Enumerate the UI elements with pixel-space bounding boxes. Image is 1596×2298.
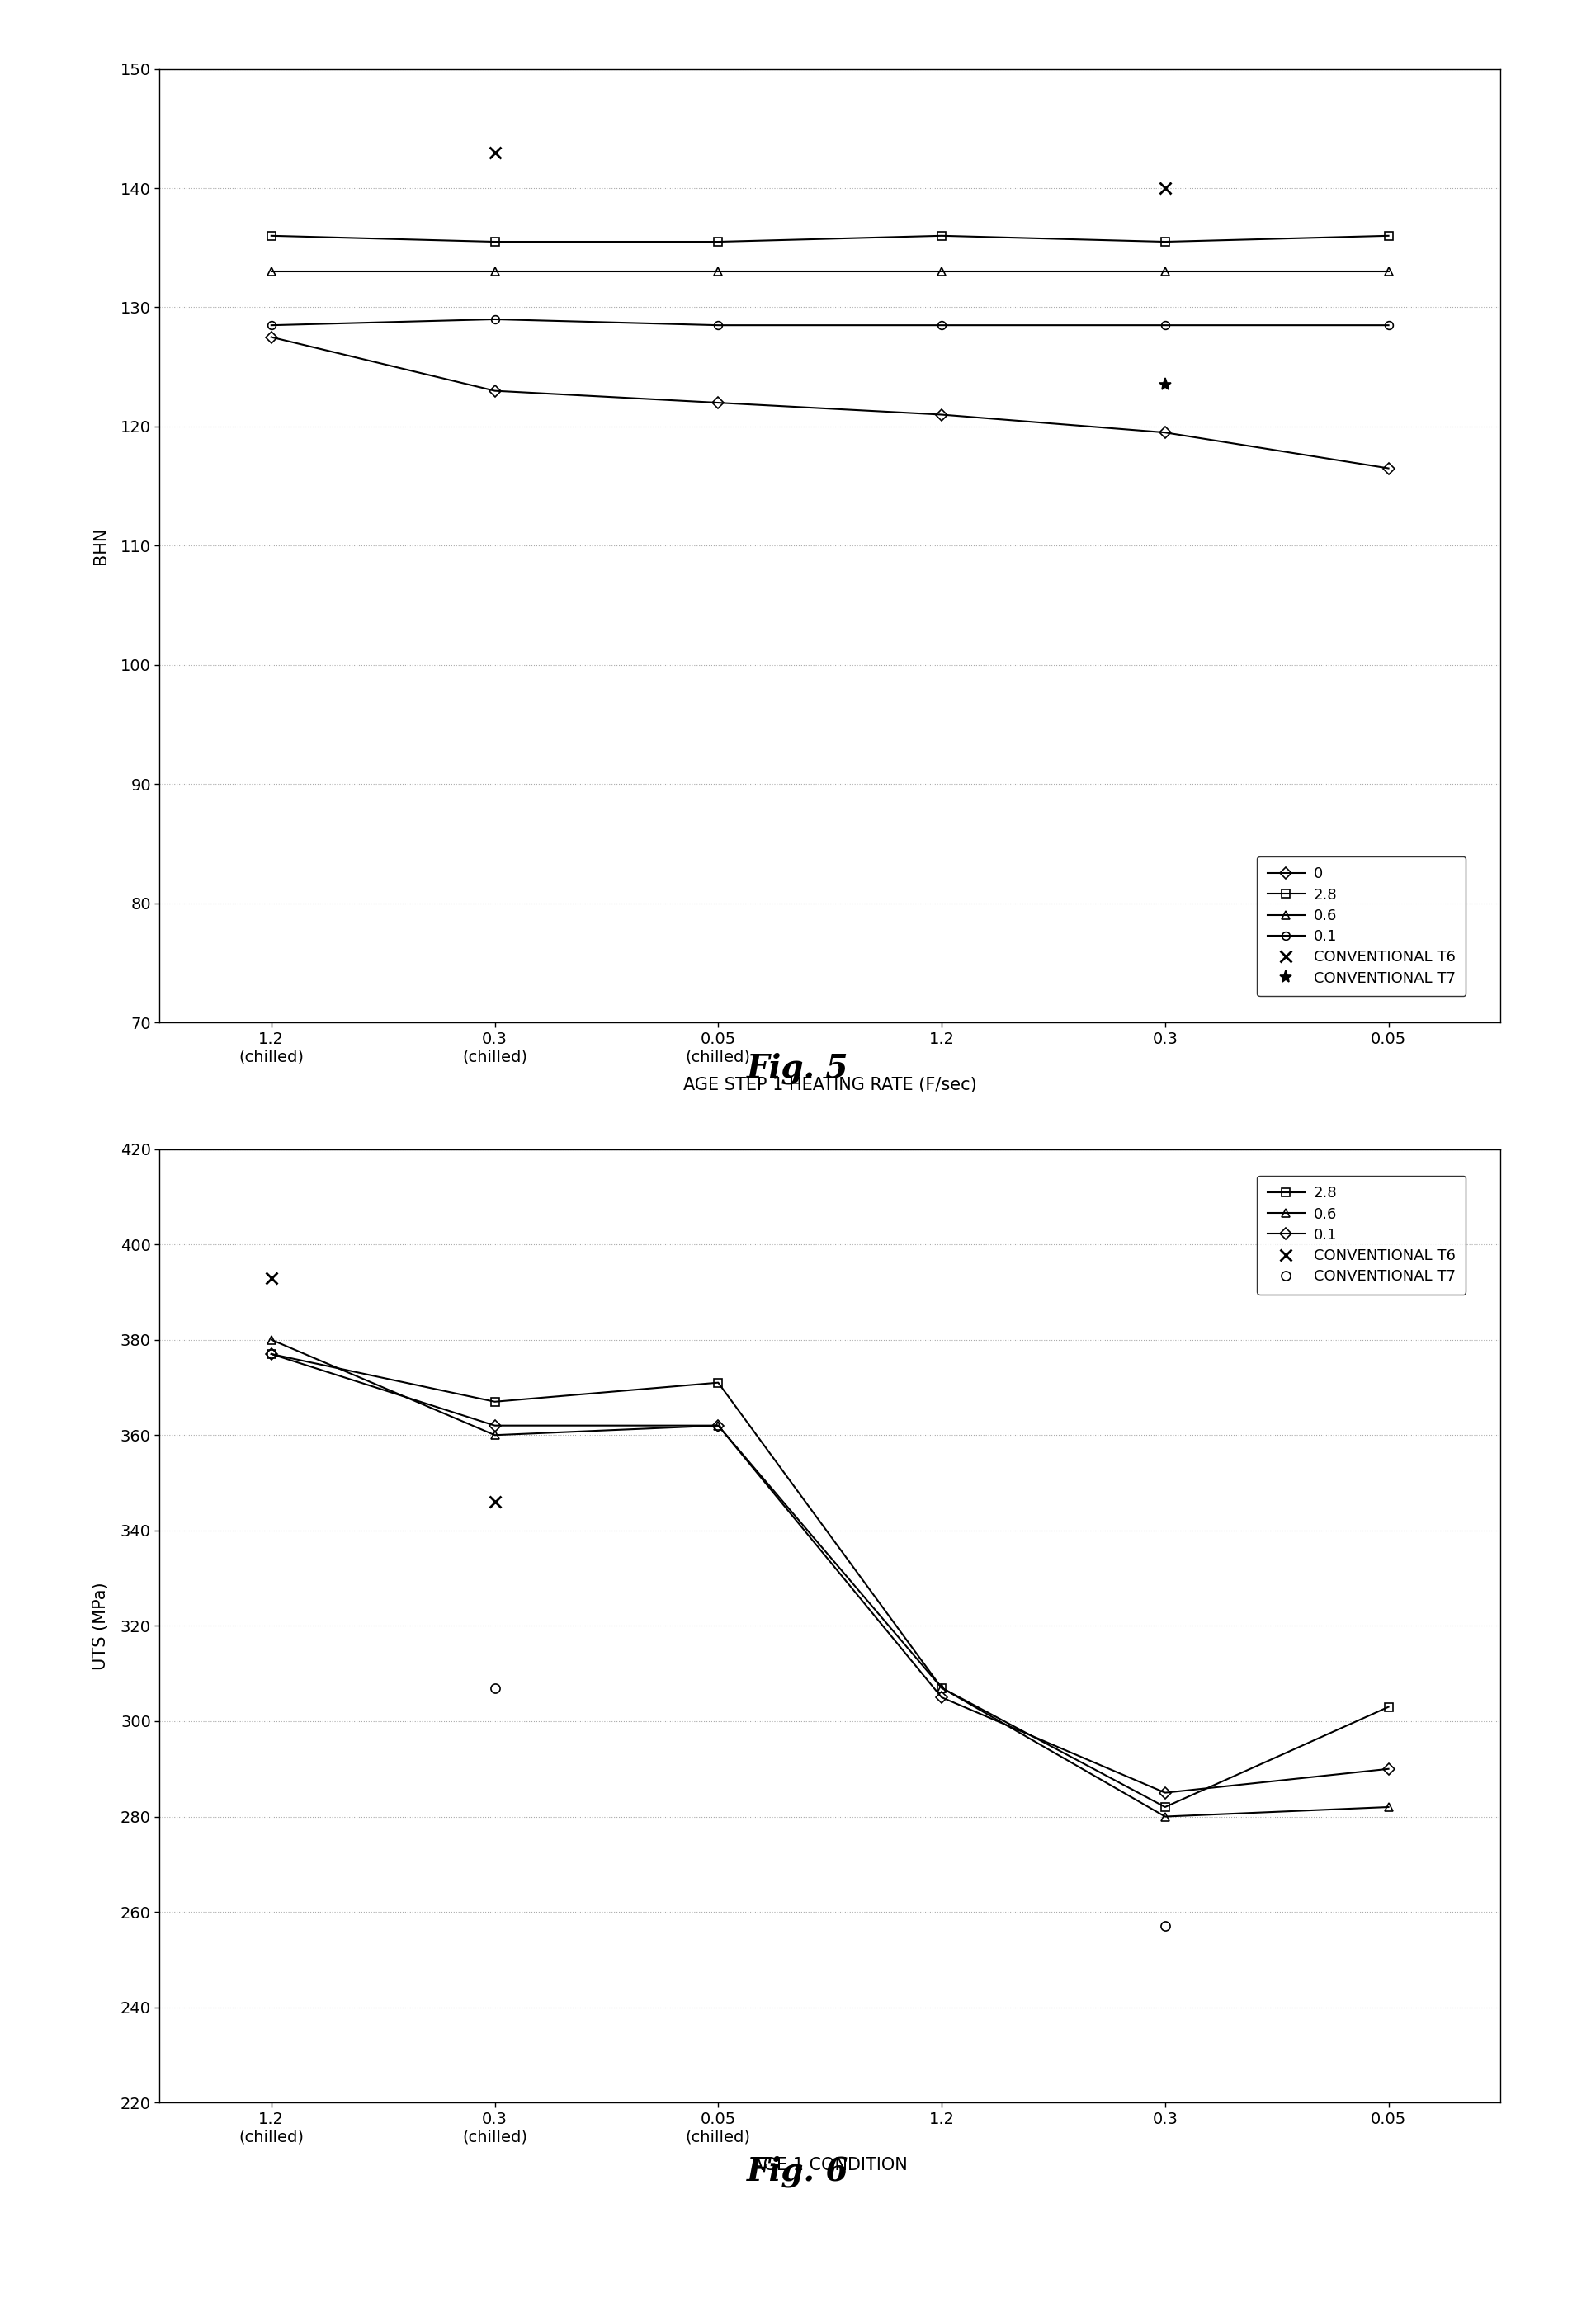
Legend: 2.8, 0.6, 0.1, CONVENTIONAL T6, CONVENTIONAL T7: 2.8, 0.6, 0.1, CONVENTIONAL T6, CONVENTI… [1258,1177,1467,1294]
X-axis label: AGE STEP 1 HEATING RATE (F/sec): AGE STEP 1 HEATING RATE (F/sec) [683,1075,977,1094]
Y-axis label: UTS (MPa): UTS (MPa) [93,1581,109,1671]
Y-axis label: BHN: BHN [93,526,109,565]
Text: Fig. 6: Fig. 6 [747,2156,849,2188]
Text: Fig. 5: Fig. 5 [747,1052,849,1085]
Legend: 0, 2.8, 0.6, 0.1, CONVENTIONAL T6, CONVENTIONAL T7: 0, 2.8, 0.6, 0.1, CONVENTIONAL T6, CONVE… [1258,857,1467,995]
X-axis label: AGE 1 CONDITION: AGE 1 CONDITION [752,2156,908,2174]
